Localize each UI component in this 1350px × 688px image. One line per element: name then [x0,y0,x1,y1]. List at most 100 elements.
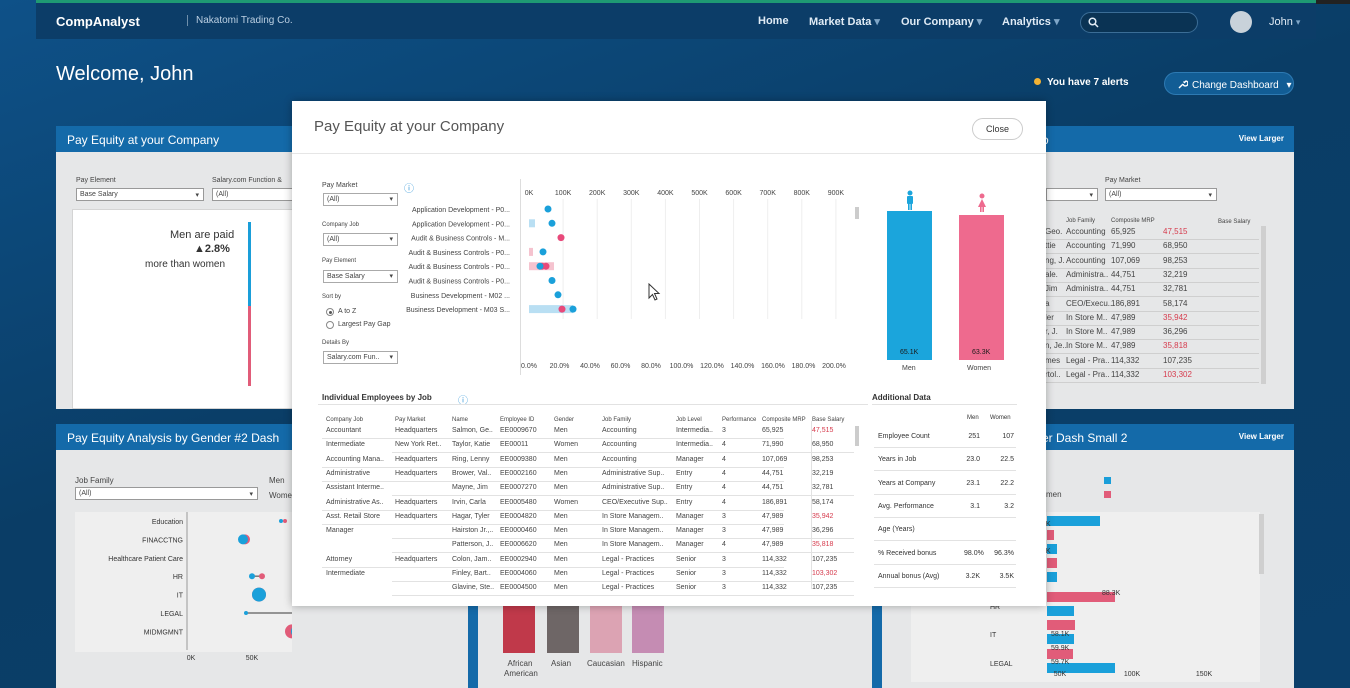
company-job-select[interactable]: (All) [323,233,398,246]
row-divider [1045,324,1259,326]
employee-cell: 107,235 [812,584,838,592]
employees-header-8: Composite MRP [762,417,806,423]
job-label: Audit & Business Controls - P0... [408,250,510,257]
additional-label: Avg. Performance [878,502,934,510]
scrollbar[interactable] [1261,226,1266,384]
employee-cell: 4 [722,469,726,477]
function-select[interactable]: (All) [212,188,294,201]
employees-header-2: Name [452,417,469,423]
top-tick-label: 900K [828,190,845,197]
x-tick-label: 50K [246,655,259,662]
employee-cell: Men [554,512,568,520]
details-by-select[interactable]: Salary.com Fun.. [323,351,398,364]
bottom-tick-label: 180.0% [792,363,816,370]
additional-men-header: Men [967,415,979,421]
nav-our-company[interactable]: Our Company ▾ [901,15,982,28]
chevron-down-icon: ▾ [1053,16,1060,28]
info-icon[interactable]: ⓘ [458,396,468,407]
row-composite: 186,891 [1111,298,1140,308]
pay-market-select[interactable]: (All) ▾ [1105,188,1217,201]
additional-women-value: 3.5K [999,572,1014,580]
close-button[interactable]: Close [972,118,1023,140]
info-icon[interactable]: ⓘ [404,184,414,195]
employee-cell: Brower, Val.. [452,469,492,477]
value-bar [1047,606,1074,616]
bottom-tick-label: 160.0% [761,363,785,370]
additional-label: % Received bonus [878,549,937,557]
value-bar [1047,620,1075,630]
view-larger-link[interactable]: View Larger [1238,432,1284,441]
row-composite: 47,989 [1111,312,1136,322]
pay-gap-chart-frame [520,179,856,375]
men-average-bar [887,211,932,360]
label-hispanic: Hispanic [632,659,663,668]
employee-cell: Entry [676,469,693,477]
additional-women-value: 107 [1002,433,1014,440]
employee-cell: EE0005480 [500,498,537,506]
job-label: Audit & Business Controls - P0... [408,279,510,286]
employee-cell: Taylor, Katie [452,441,491,449]
job-family-label: Job Family [75,476,114,485]
row-base-salary: 68,950 [1163,241,1188,251]
row-divider [322,466,784,468]
nav-market-data[interactable]: Market Data ▾ [809,15,880,28]
pay-market-select[interactable]: (All) [323,193,398,206]
alerts-indicator[interactable]: You have 7 alerts [1034,77,1129,88]
nav-analytics[interactable]: Analytics ▾ [1002,15,1060,28]
pay-element-select[interactable]: Base Salary [323,270,398,283]
table-scrollbar[interactable] [855,426,859,446]
employee-cell: 47,989 [762,512,784,520]
employee-cell: Intermediate [326,570,365,577]
value-bar [1047,592,1115,602]
employee-cell: 4 [722,484,726,492]
value-bar [1047,634,1074,644]
legend-men: Men [269,476,285,485]
employee-cell: Legal - Practices [602,570,655,577]
job-family-select[interactable]: (All) ▾ [75,487,258,500]
sort-gap-label: Largest Pay Gap [338,321,391,328]
nav-analytics-label: Analytics [1002,16,1051,28]
women-dot [558,305,566,313]
employee-cell: 68,950 [812,441,834,449]
view-larger-link[interactable]: View Larger [1238,134,1284,143]
employee-cell: Headquarters [395,498,438,506]
employee-cell: Men [554,469,568,477]
scrollbar[interactable] [1259,514,1264,574]
additional-label: Employee Count [878,433,930,440]
change-dashboard-button[interactable]: Change Dashboard ▾ [1164,72,1294,95]
row-divider [392,595,854,597]
legend-men-swatch [1104,477,1111,484]
pay-element-select[interactable]: Base Salary ▾ [76,188,204,201]
filter-select[interactable]: ▾ [1046,188,1098,201]
employee-cell: Accountant [326,427,362,434]
bar-value-label: 59.9K [1051,645,1070,652]
top-tick-label: 800K [794,190,811,197]
alerts-text: You have 7 alerts [1047,77,1129,88]
sort-az-radio[interactable] [326,308,334,316]
user-menu[interactable]: John ▾ [1269,16,1300,28]
bottom-tick-label: 100.0% [670,363,694,370]
user-avatar[interactable] [1230,11,1252,33]
row-job-family: Legal - Pra.. [1066,370,1110,379]
value-bar [1047,572,1057,582]
row-divider [392,581,854,582]
employee-cell: 4 [722,541,726,549]
bar-hispanic [632,606,664,653]
employee-cell: Men [554,484,568,492]
company-job-label: Company Job [322,222,360,228]
gap-bar [529,219,535,228]
function-value: (All) [216,191,229,198]
search-input[interactable] [1080,12,1198,33]
pay-gap-percent: ▲2.8% [194,243,230,255]
chart-scrollbar[interactable] [855,207,859,219]
employee-cell: 3 [722,512,726,520]
row-composite: 114,332 [1111,370,1140,379]
sort-gap-radio[interactable] [326,321,334,329]
row-divider [322,480,784,482]
wrench-icon [1178,80,1189,89]
employee-cell: Administrative As.. [326,498,384,506]
app-logo[interactable]: CompAnalyst [56,14,140,29]
employee-cell: Colon, Jam.. [452,555,492,563]
value-bar [1047,544,1057,554]
nav-home[interactable]: Home [758,15,789,27]
